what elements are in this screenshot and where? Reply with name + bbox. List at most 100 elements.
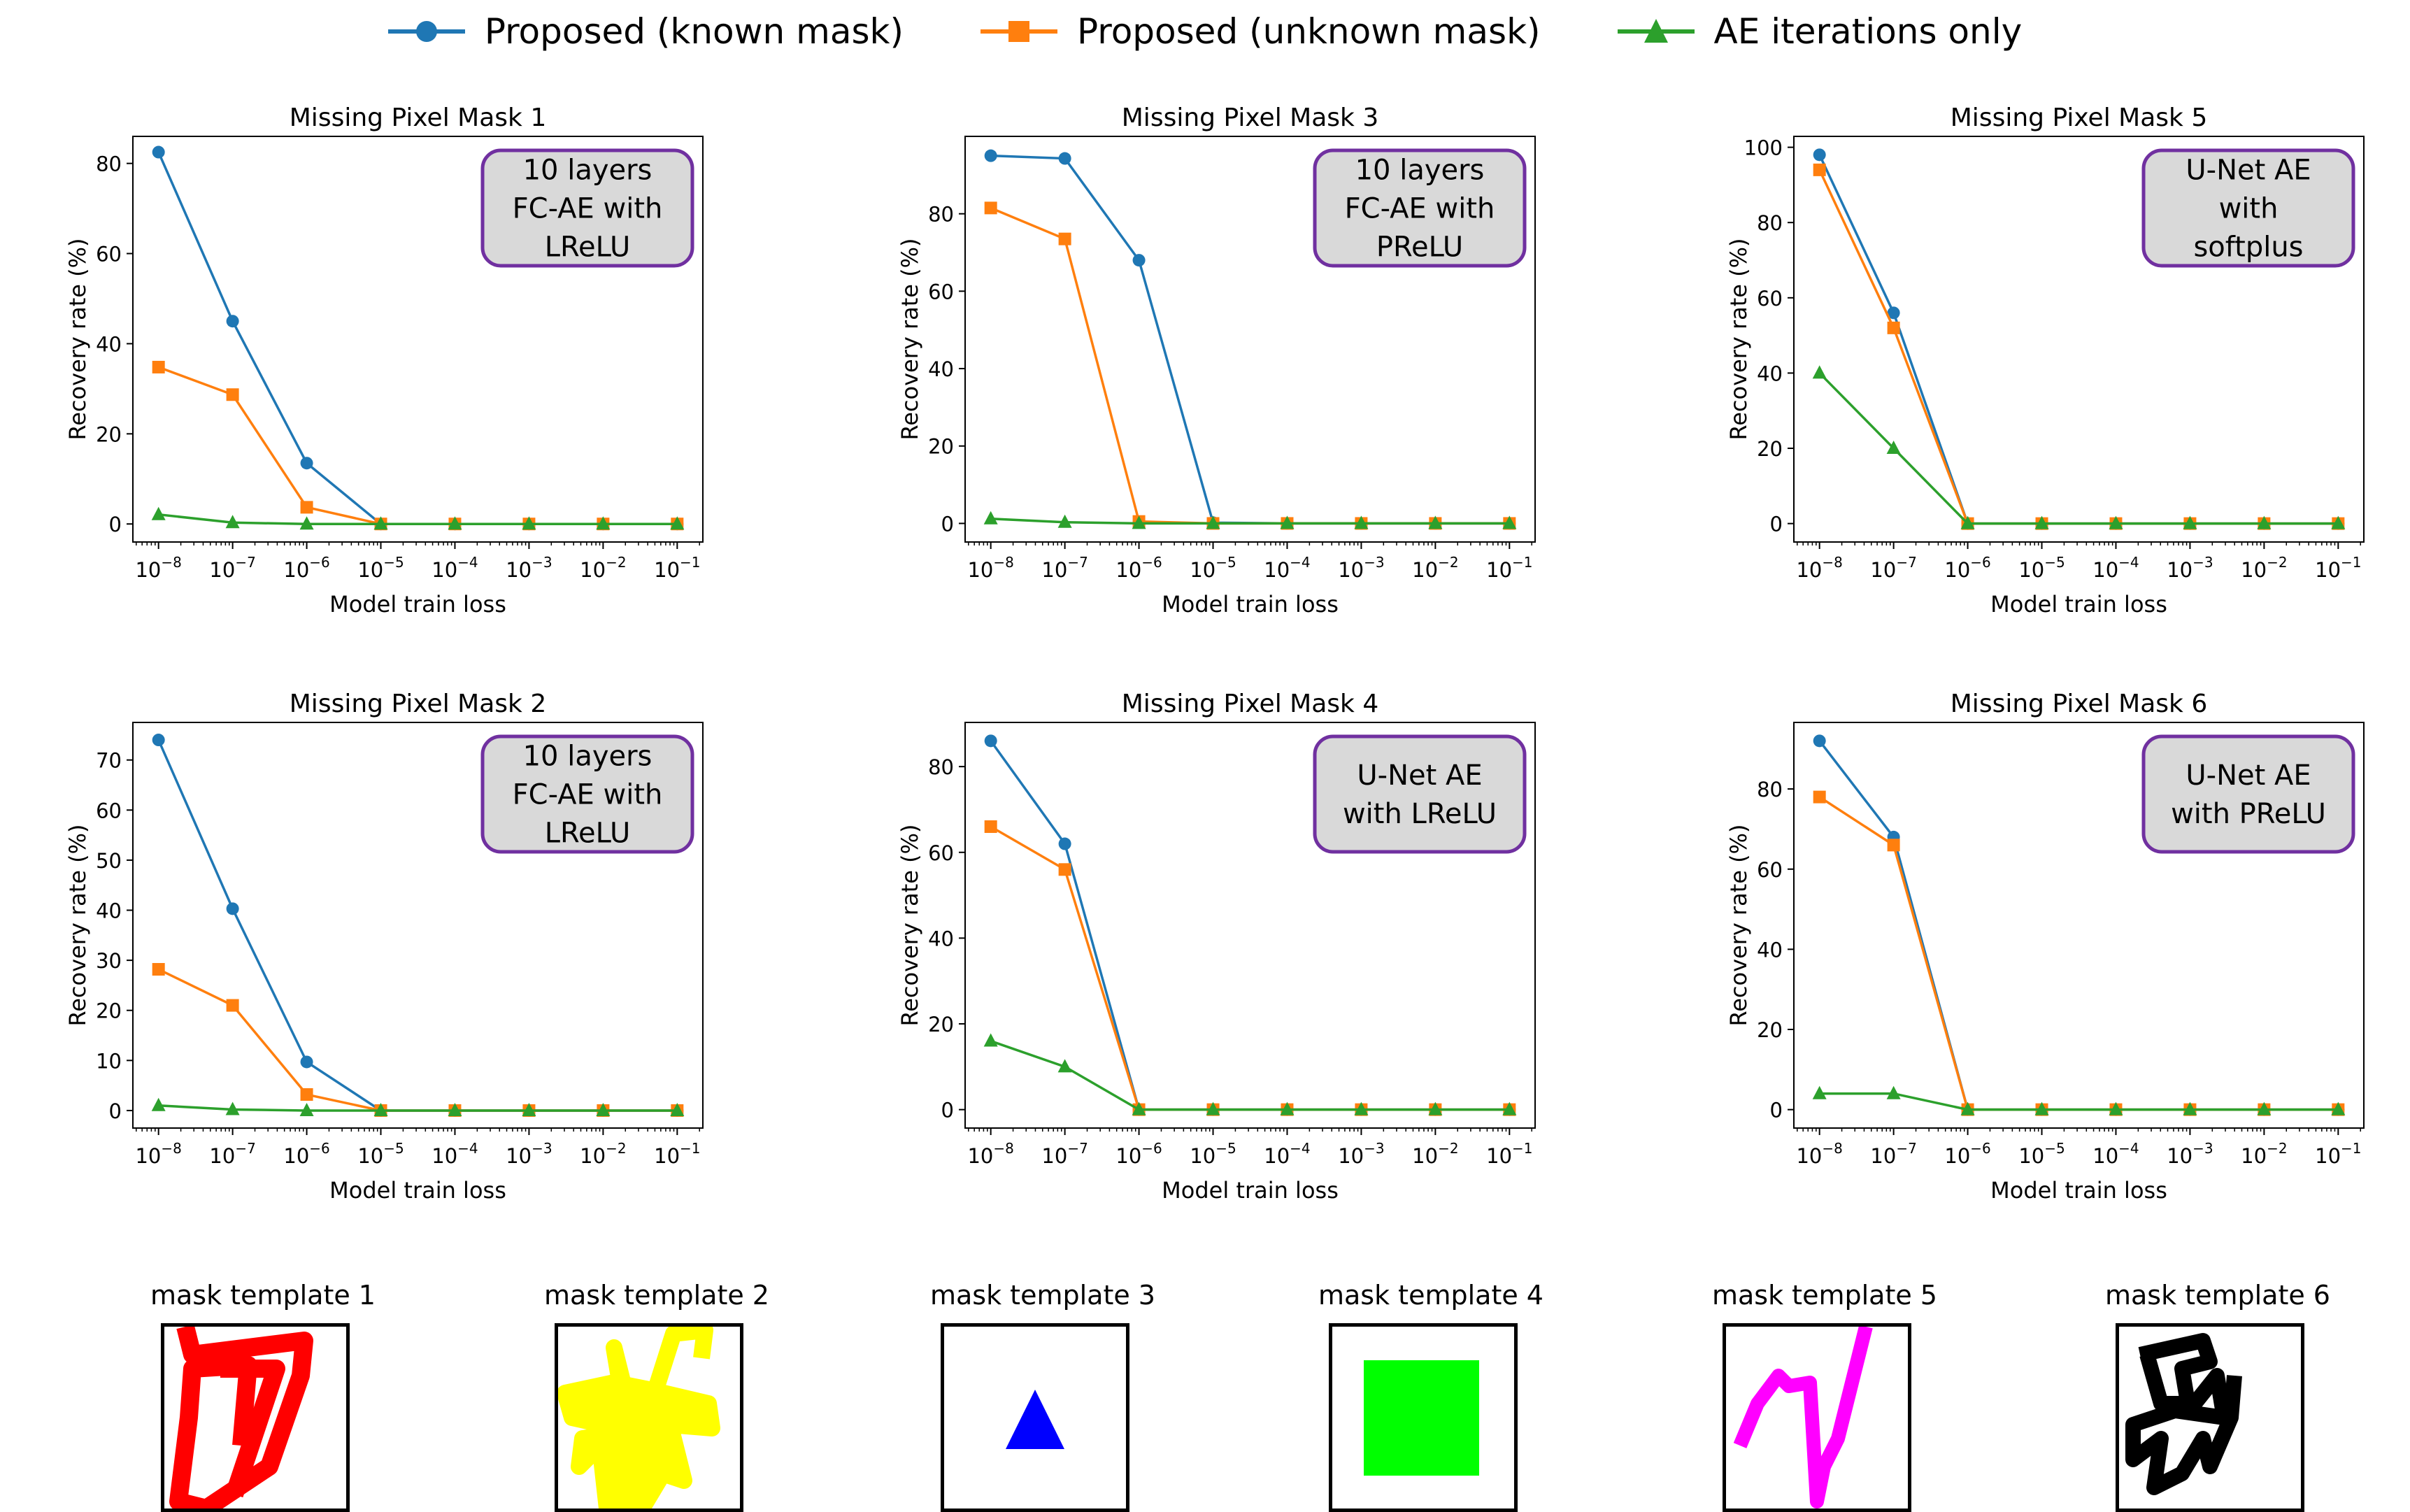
x-tick-label: 10−6 [1944, 554, 1990, 582]
data-point [2257, 1101, 2272, 1115]
data-point [2109, 515, 2123, 529]
blue-triangle-mask [1006, 1390, 1064, 1449]
x-tick-label: 10−8 [135, 554, 181, 582]
data-point [984, 201, 997, 215]
data-point [373, 1102, 388, 1116]
line-chart: Missing Pixel Mask 3 0 20 40 60 80 10−8 10−7 10−… [897, 104, 1536, 618]
chart-mask-1: Missing Pixel Mask 1 0 20 40 60 80 10−8 10−7 10−… [0, 91, 706, 636]
chart-title: Missing Pixel Mask 2 [290, 690, 546, 718]
x-tick-label: 10−8 [967, 1140, 1013, 1168]
mask-template-title: mask template 4 [1318, 1280, 1543, 1311]
y-tick-label: 20 [96, 999, 122, 1023]
data-point [522, 516, 536, 530]
mask-image [555, 1323, 743, 1512]
y-tick-label: 20 [1757, 1018, 1783, 1042]
annotation-text: 10 layers [523, 741, 653, 773]
x-tick-label: 10−4 [1264, 1140, 1310, 1168]
x-tick-label: 10−7 [1041, 554, 1088, 582]
mask-template-2: mask template 2 [544, 1280, 769, 1512]
data-point [1960, 1101, 1975, 1115]
x-tick-label: 10−8 [1796, 554, 1842, 582]
circle-marker-icon [387, 21, 465, 42]
x-tick-label: 10−5 [1190, 554, 1236, 582]
mask-template-title: mask template 2 [544, 1280, 769, 1311]
data-point [596, 516, 611, 530]
y-tick-label: 20 [96, 422, 122, 446]
red-scribble-mask [169, 1327, 313, 1509]
data-point [152, 360, 165, 373]
x-tick-label: 10−5 [2018, 554, 2065, 582]
annotation-text: LReLU [545, 231, 630, 264]
mask-template-3: mask template 3 [930, 1280, 1155, 1512]
data-point [373, 516, 388, 530]
x-tick-label: 10−8 [135, 1140, 181, 1168]
x-tick-label: 10−7 [1041, 1140, 1088, 1168]
data-point [1057, 514, 1072, 528]
x-tick-label: 10−2 [580, 554, 626, 582]
x-tick-label: 10−5 [2018, 1140, 2065, 1168]
data-point [226, 902, 239, 915]
data-point [299, 1102, 314, 1116]
y-tick-label: 60 [96, 799, 122, 822]
x-tick-label: 10−8 [1796, 1140, 1842, 1168]
data-point [2109, 1101, 2123, 1115]
y-tick-label: 80 [928, 203, 954, 227]
y-axis-label: Recovery rate (%) [1725, 824, 1752, 1026]
data-point [984, 820, 997, 833]
x-tick-label: 10−4 [2092, 1140, 2139, 1168]
y-tick-label: 40 [96, 332, 122, 356]
data-point [670, 516, 685, 530]
model-annotation-box [480, 148, 694, 268]
x-tick-label: 10−4 [432, 554, 478, 582]
data-point [448, 516, 462, 530]
annotation-text: FC-AE with [513, 779, 663, 811]
data-point [151, 1097, 166, 1111]
plot-area [964, 722, 1536, 1129]
chart-mask-5: Missing Pixel Mask 5 0 20 40 60 80 100 10−8 10−7… [1661, 91, 2367, 636]
data-point [1206, 1101, 1220, 1115]
x-tick-label: 10−6 [1944, 1140, 1990, 1168]
data-point [2331, 1101, 2346, 1115]
y-axis-label: Recovery rate (%) [64, 824, 91, 1026]
figure-legend: Proposed (known mask) Proposed (unknown … [0, 0, 2410, 63]
data-point [1887, 839, 1900, 852]
model-annotation-box [1313, 148, 1527, 268]
data-point [2034, 515, 2049, 529]
y-tick-label: 40 [96, 899, 122, 923]
data-point [1813, 148, 1826, 162]
data-point [448, 1102, 462, 1116]
x-tick-label: 10−3 [506, 554, 552, 582]
chart-mask-2: Missing Pixel Mask 2 0 10 20 30 40 50 60 70 10−8 1… [0, 677, 706, 1222]
mask-template-title: mask template 1 [150, 1280, 376, 1311]
x-tick-label: 10−7 [209, 1140, 255, 1168]
plot-area [1793, 722, 2365, 1129]
y-tick-label: 100 [1744, 136, 1783, 160]
x-axis-label: Model train loss [1162, 1177, 1339, 1204]
x-tick-label: 10−5 [1190, 1140, 1236, 1168]
data-point [226, 388, 239, 401]
series-line [158, 513, 678, 525]
plot-area [132, 136, 704, 543]
model-annotation-box [1313, 734, 1527, 854]
data-point [1280, 1101, 1295, 1115]
x-tick-label: 10−3 [1338, 554, 1384, 582]
chart-title: Missing Pixel Mask 1 [290, 104, 546, 132]
x-tick-label: 10−6 [1115, 1140, 1162, 1168]
x-tick-label: 10−1 [2315, 554, 2361, 582]
x-tick-label: 10−2 [2241, 1140, 2287, 1168]
series-line [158, 1104, 678, 1112]
x-tick-label: 10−1 [1486, 554, 1532, 582]
x-tick-label: 10−4 [1264, 554, 1310, 582]
y-axis-label: Recovery rate (%) [897, 824, 923, 1026]
legend-label: AE iterations only [1713, 11, 2023, 52]
mask-template-5: mask template 5 [1712, 1280, 1937, 1512]
chart-mask-4: Missing Pixel Mask 4 0 20 40 60 80 10−8 10−7 10−… [832, 677, 1539, 1222]
mask-image [1329, 1323, 1518, 1512]
x-tick-label: 10−3 [506, 1140, 552, 1168]
x-tick-label: 10−5 [357, 1140, 404, 1168]
annotation-text: FC-AE with [513, 193, 663, 225]
data-point [1886, 1085, 1901, 1099]
annotation-text: U-Net AE [2186, 155, 2311, 187]
x-axis-label: Model train loss [1990, 591, 2167, 618]
y-tick-label: 80 [928, 755, 954, 779]
